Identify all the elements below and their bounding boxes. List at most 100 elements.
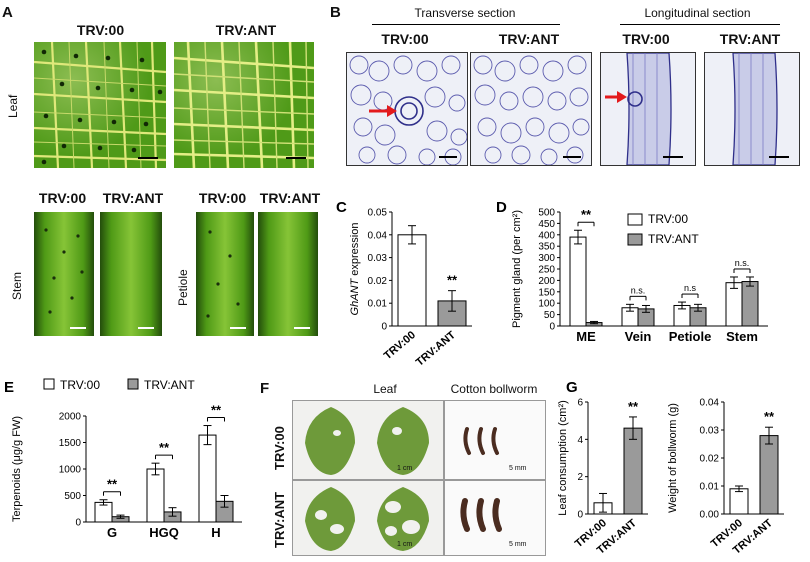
chart-d-ytick-label: 0 bbox=[549, 322, 555, 333]
chart-c-xtick-label: TRV:ANT bbox=[414, 329, 458, 369]
chart-e-panel-label: E bbox=[4, 379, 14, 396]
a-stem-trvant-header: TRV:ANT bbox=[102, 190, 164, 206]
chart-g2-ylabel: Weight of bollworm (g) bbox=[667, 403, 679, 513]
chart-d-significance: n.s bbox=[684, 283, 697, 293]
petiole-photo-trv00 bbox=[196, 212, 254, 336]
chart-d-legend-swatch bbox=[627, 213, 643, 226]
chart-e-xtick-label: H bbox=[211, 525, 220, 540]
chart-d-ytick-label: 100 bbox=[538, 299, 555, 310]
chart-g2-ytick-label: 0.00 bbox=[700, 510, 720, 521]
chart-c-xtick-label: TRV:00 bbox=[382, 329, 418, 362]
chart-e-legend-label: TRV:ANT bbox=[144, 378, 195, 392]
chart-e-ytick-label: 0 bbox=[75, 518, 81, 529]
chart-g1-bar bbox=[623, 427, 643, 515]
b-longitudinal-bracket bbox=[620, 24, 780, 25]
chart-e-ytick-label: 2000 bbox=[59, 412, 82, 423]
panel-a-label: A bbox=[2, 4, 13, 21]
chart-d-ytick-label: 400 bbox=[538, 230, 555, 241]
f-leaf-photo-trv00: 1 cm bbox=[292, 400, 444, 480]
petiole-photo-trvant bbox=[258, 212, 318, 336]
section-longitudinal-trvant bbox=[704, 52, 800, 166]
chart-g2-ytick-label: 0.04 bbox=[700, 398, 720, 409]
cells-transverse-trv00 bbox=[349, 55, 467, 165]
f-bollworm-photo-trvant: 5 mm bbox=[444, 480, 546, 556]
tissue-longitudinal-trvant bbox=[732, 53, 789, 165]
chart-d-significance: n.s. bbox=[631, 285, 646, 295]
chart-d-ytick-label: 300 bbox=[538, 253, 555, 264]
f-bollworm-photo-trv00: 5 mm bbox=[444, 400, 546, 480]
b-transverse-bracket bbox=[372, 24, 560, 25]
chart-d-xtick-label: Vein bbox=[625, 329, 652, 344]
f-leaf-shapes-trv00 bbox=[305, 407, 429, 475]
f-leaf-photo-trvant: 1 cm bbox=[292, 480, 444, 556]
chart-c-panel-label: C bbox=[336, 199, 347, 216]
chart-d-ylabel: Pigment gland (per cm²) bbox=[511, 210, 523, 328]
chart-e-ytick-label: 500 bbox=[64, 491, 81, 502]
chart-d-xtick-label: ME bbox=[576, 329, 596, 344]
chart-d-ytick-label: 350 bbox=[538, 242, 555, 253]
chart-d-bar bbox=[569, 236, 587, 327]
f-leaf-header: Leaf bbox=[373, 382, 397, 396]
chart-e-legend-swatch bbox=[127, 378, 139, 390]
chart-g2-ytick-label: 0.02 bbox=[700, 454, 720, 465]
a-petiole-trvant-header: TRV:ANT bbox=[259, 190, 321, 206]
chart-g2-significance: ** bbox=[764, 409, 775, 424]
chart-e-significance: ** bbox=[211, 403, 222, 418]
f-leaf-shapes-trvant bbox=[305, 487, 429, 551]
chart-g1-ytick-label: 6 bbox=[577, 398, 583, 409]
panel-f-label: F bbox=[260, 380, 270, 397]
stem-dots-trv00 bbox=[44, 228, 86, 329]
chart-g1-ytick-label: 0 bbox=[577, 510, 583, 521]
leaf-veins-trvant bbox=[174, 42, 314, 168]
chart-d-significance: ** bbox=[581, 207, 592, 222]
b-transverse-trvant-header: TRV:ANT bbox=[498, 31, 560, 47]
f-bollworms-trvant bbox=[460, 498, 502, 532]
chart-d-panel-label: D bbox=[496, 199, 507, 216]
f-scale-1cm-trvant: 1 cm bbox=[397, 541, 413, 548]
b-transverse-trv00-header: TRV:00 bbox=[381, 31, 429, 47]
chart-c-ytick-label: 0.04 bbox=[368, 230, 388, 241]
leaf-veins-trv00 bbox=[34, 42, 166, 168]
chart-c-ytick-label: 0.01 bbox=[368, 299, 388, 310]
chart-e-significance: ** bbox=[159, 440, 170, 455]
chart-d-ytick-label: 50 bbox=[544, 310, 556, 321]
cells-transverse-trvant bbox=[473, 55, 590, 165]
chart-e-ytick-label: 1000 bbox=[59, 465, 82, 476]
chart-d-ytick-label: 450 bbox=[538, 219, 555, 230]
b-longitudinal-trv00-header: TRV:00 bbox=[622, 31, 670, 47]
chart-e-legend-label: TRV:00 bbox=[60, 378, 100, 392]
chart-c-significance: ** bbox=[447, 273, 458, 288]
chart-g2-ytick-label: 0.01 bbox=[700, 482, 720, 493]
chart-e-ylabel: Terpenoids (μg/g FW) bbox=[11, 416, 23, 522]
chart-c-ytick-label: 0.03 bbox=[368, 253, 388, 264]
chart-e-bar bbox=[198, 434, 217, 523]
stem-photo-trv00 bbox=[34, 212, 94, 336]
chart-c-bar bbox=[397, 234, 427, 327]
chart-e-ytick-label: 1500 bbox=[59, 438, 82, 449]
leaf-photo-trvant bbox=[174, 42, 314, 168]
chart-d-bar bbox=[741, 281, 759, 327]
chart-d-legend-label: TRV:ANT bbox=[648, 232, 699, 246]
section-longitudinal-trv00 bbox=[600, 52, 696, 166]
chart-d-xtick-label: Stem bbox=[726, 329, 758, 344]
f-bollworms-trv00 bbox=[463, 427, 499, 455]
chart-d-significance: n.s. bbox=[735, 258, 750, 268]
tissue-longitudinal-trv00 bbox=[605, 53, 683, 165]
chart-g2-ytick-label: 0.03 bbox=[700, 426, 720, 437]
f-bollworm-header: Cotton bollworm bbox=[450, 382, 538, 396]
f-scale-5mm-trvant: 5 mm bbox=[509, 541, 527, 548]
chart-e-bar bbox=[146, 468, 165, 523]
chart-d-ytick-label: 500 bbox=[538, 208, 555, 219]
chart-e-xtick-label: G bbox=[107, 525, 117, 540]
chart-d-xtick-label: Petiole bbox=[669, 329, 712, 344]
section-transverse-trvant bbox=[470, 52, 592, 166]
chart-c-ytick-label: 0.02 bbox=[368, 276, 388, 287]
a-stem-trv00-header: TRV:00 bbox=[38, 190, 87, 206]
a-leaf-trvant-header: TRV:ANT bbox=[215, 22, 277, 38]
petiole-dots-trv00 bbox=[206, 230, 246, 329]
chart-g1-ytick-label: 4 bbox=[577, 435, 583, 446]
a-leaf-trv00-header: TRV:00 bbox=[76, 22, 125, 38]
chart-g2-bar bbox=[759, 435, 779, 515]
f-scale-5mm-trv00: 5 mm bbox=[509, 465, 527, 472]
f-scale-1cm-trv00: 1 cm bbox=[397, 465, 413, 472]
